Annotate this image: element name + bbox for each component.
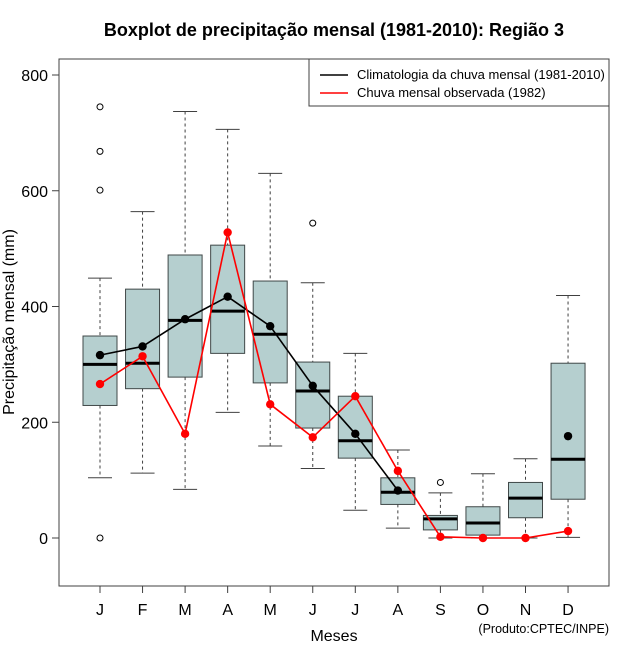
series-point [138, 342, 147, 351]
box-4 [210, 128, 246, 413]
series-segment [397, 470, 442, 538]
series-point [138, 352, 147, 361]
boxes [82, 103, 586, 542]
box-5 [252, 172, 288, 447]
x-tick-label: O [477, 602, 489, 619]
series-point [563, 431, 573, 441]
iqr-box [550, 362, 586, 500]
series-point [223, 292, 232, 301]
series-point [308, 433, 317, 442]
series-segment [141, 355, 186, 435]
box-1 [82, 103, 118, 542]
series-segment [269, 325, 314, 387]
y-tick-label: 400 [21, 300, 48, 317]
x-axis-label: Meses [310, 628, 357, 645]
credit-text: (Produto:CPTEC/INPE) [478, 622, 609, 636]
legend-label-observed: Chuva mensal observada (1982) [357, 85, 546, 100]
y-tick-label: 200 [21, 415, 48, 432]
y-tick-label: 800 [21, 68, 48, 85]
x-tick-label: J [309, 602, 317, 619]
series-segment [184, 232, 229, 434]
outlier-point [96, 147, 104, 155]
series-segment [226, 232, 271, 405]
chart-title: Boxplot de precipitação mensal (1981-201… [104, 20, 564, 40]
series-segment [312, 395, 356, 438]
series-point [266, 400, 275, 409]
series-segment [184, 295, 229, 320]
series-point [266, 321, 275, 331]
outlier-point [96, 186, 104, 194]
outlier-point [436, 478, 444, 486]
series-segment [142, 318, 186, 348]
series-point [351, 429, 360, 439]
x-tick-label: M [178, 602, 191, 619]
iqr-box [252, 280, 288, 384]
y-axis: 0 200 400 600 800 [21, 68, 59, 548]
x-tick-label: F [138, 602, 148, 619]
series-segment [99, 345, 143, 356]
series-point [393, 466, 403, 476]
x-tick-label: M [264, 602, 277, 619]
series-point [436, 532, 445, 542]
series-point [95, 379, 105, 389]
x-tick-label: J [351, 602, 359, 619]
series-point [95, 350, 105, 360]
series-lines [95, 228, 573, 543]
x-tick-label: S [435, 602, 446, 619]
series-point [180, 429, 190, 439]
legend-box [308, 58, 610, 107]
series-segment [99, 355, 143, 385]
series-point [223, 228, 232, 237]
series-segment [354, 395, 399, 472]
series-point [478, 533, 488, 543]
x-tick-label: J [96, 602, 104, 619]
x-tick-label: A [393, 602, 404, 619]
outlier-point [96, 103, 104, 111]
series-observed [95, 228, 573, 543]
series-segment [440, 536, 483, 539]
iqr-box [508, 481, 543, 519]
box-12 [550, 295, 586, 538]
iqr-box [82, 335, 118, 406]
series-segment [525, 530, 569, 539]
box-9 [422, 478, 458, 539]
iqr-box [295, 361, 331, 429]
box-11 [508, 458, 543, 539]
box-10 [465, 473, 501, 539]
series-point [563, 526, 573, 536]
series-point [521, 533, 530, 543]
series-point [180, 315, 190, 324]
x-tick-label: A [222, 602, 233, 619]
series-segment [354, 433, 399, 492]
series-point [308, 381, 317, 390]
series-point [393, 486, 403, 495]
y-axis-label: Precipitação mensal (mm) [1, 229, 18, 415]
outlier-point [96, 534, 104, 542]
x-tick-label: D [562, 602, 574, 619]
series-segment [269, 403, 314, 438]
outlier-point [309, 219, 317, 227]
series-segment [227, 296, 271, 327]
legend-label-climatology: Climatologia da chuva mensal (1981-2010) [357, 67, 605, 82]
legend: Climatologia da chuva mensal (1981-2010)… [308, 58, 610, 107]
series-climatology [95, 292, 573, 495]
series-segment [312, 385, 356, 435]
x-tick-label: N [520, 602, 532, 619]
series-point [351, 392, 360, 401]
y-tick-label: 600 [21, 184, 48, 201]
y-tick-label: 0 [39, 531, 48, 548]
box-6 [295, 219, 331, 470]
iqr-box [465, 506, 501, 536]
